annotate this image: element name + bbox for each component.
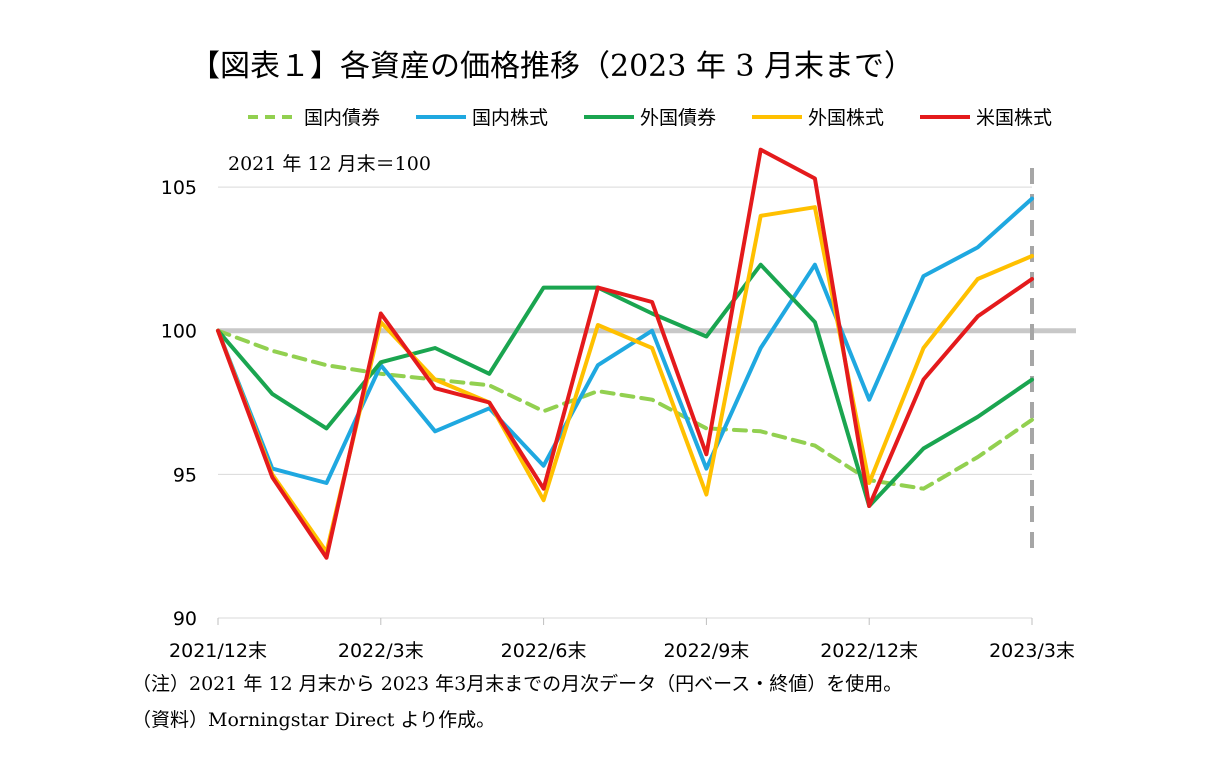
x-axis: 2021/12末 2022/3末 2022/6末 2022/9末 2022/12末 202… [169,168,1075,662]
legend-label: 外国株式 [808,107,884,129]
base-note: 2021 年 12 月末＝100 [228,153,431,175]
x-tick-label: 2022/3末 [338,640,424,662]
y-tick-label: 90 [173,608,197,630]
legend-label: 米国株式 [976,107,1052,129]
legend-label: 外国債券 [640,107,716,129]
series-line-2 [216,262,1034,508]
source-note: （資料）Morningstar Direct より作成。 [132,709,495,731]
x-tick-label: 2022/9末 [663,640,749,662]
x-tick-label: 2021/12末 [169,640,267,662]
series-line-4 [216,147,1034,560]
y-tick-label: 95 [173,464,197,486]
legend: 国内債券 国内株式 外国債券 外国株式 米国株式 [248,107,1052,129]
y-axis: 90 95 100 105 [161,177,197,630]
chart-title: 【図表１】各資産の価格推移（2023 年 3 月末まで） [190,49,914,84]
series-line-1 [216,196,1034,485]
series-lines [216,147,1034,560]
series-line-0 [216,328,1034,491]
y-tick-label: 105 [161,177,197,199]
footnote: （注）2021 年 12 月末から 2023 年3月末までの月次データ（円ベース… [132,673,902,695]
x-tick-label: 2022/12末 [820,640,918,662]
x-tick-label: 2022/6末 [501,640,587,662]
legend-label: 国内債券 [304,107,380,129]
x-tick-label: 2023/3末 [989,640,1075,662]
y-tick-label: 100 [161,321,197,343]
legend-label: 国内株式 [472,107,548,129]
